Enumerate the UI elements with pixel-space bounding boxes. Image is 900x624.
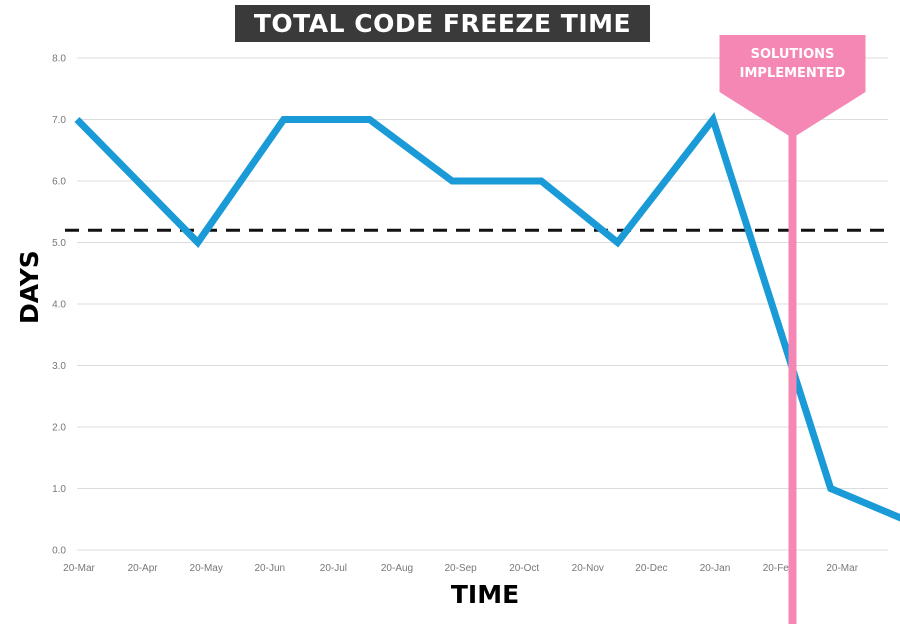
annotation-text-line1: SOLUTIONS (751, 47, 835, 62)
x-tick-label: 20-Mar (826, 563, 858, 574)
annotation-badge (719, 35, 866, 138)
x-tick-label: 20-Apr (128, 563, 159, 574)
x-tick-label: 20-Mar (63, 563, 95, 574)
y-tick-label: 1.0 (52, 484, 66, 495)
x-tick-label: 20-Feb (763, 563, 795, 574)
annotation-line (788, 120, 797, 624)
x-tick-label: 20-Jul (320, 563, 347, 574)
y-tick-label: 5.0 (52, 238, 66, 249)
y-tick-label: 8.0 (52, 54, 66, 65)
annotation-text-line2: IMPLEMENTED (740, 66, 846, 81)
x-tick-label: 20-Oct (509, 563, 539, 574)
x-tick-label: 20-Dec (635, 563, 667, 574)
y-tick-label: 0.0 (52, 546, 66, 557)
y-tick-label: 4.0 (52, 300, 66, 311)
x-tick-label: 20-Aug (381, 563, 413, 574)
x-tick-label: 20-Sep (444, 563, 477, 574)
x-tick-label: 20-Jan (700, 563, 731, 574)
x-axis-label: TIME (450, 580, 520, 609)
y-tick-label: 3.0 (52, 361, 66, 372)
x-tick-label: 20-Nov (572, 563, 604, 574)
y-tick-label: 6.0 (52, 177, 66, 188)
x-tick-label: 20-Jun (255, 563, 286, 574)
y-tick-label: 2.0 (52, 423, 66, 434)
y-tick-label: 7.0 (52, 115, 66, 126)
chart-title: TOTAL CODE FREEZE TIME (235, 5, 650, 42)
x-tick-label: 20-May (190, 563, 223, 574)
series-line (74, 112, 900, 522)
